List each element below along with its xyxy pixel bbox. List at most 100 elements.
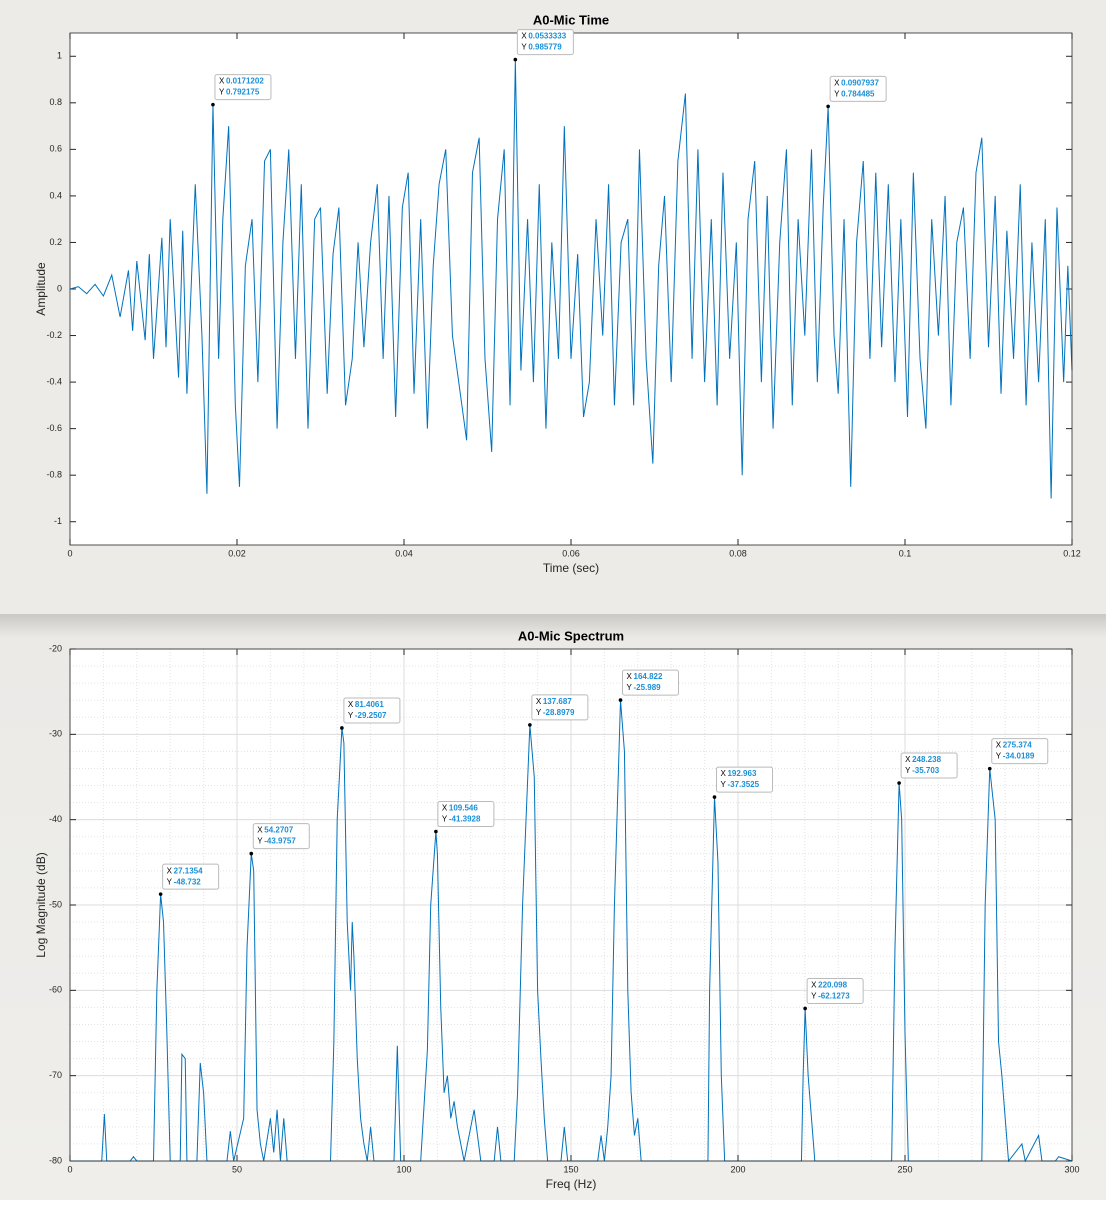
y-tick-label: 1 [57,51,62,61]
data-tip-value: -34.0189 [1003,752,1035,761]
data-tip-value: -25.989 [634,683,662,692]
data-tip-point [528,723,532,727]
y-tick-label: -0.2 [46,330,62,340]
data-tip-key: Y [720,780,726,789]
y-tick-label: -0.4 [46,376,62,386]
y-tick-label: -0.6 [46,423,62,433]
y-tick-label: 0.4 [49,190,62,200]
x-tick-label: 250 [897,1164,912,1174]
y-tick-label: -20 [49,643,62,653]
data-tip-box [531,694,589,721]
data-tip-value: 0.784485 [841,90,875,99]
y-tick-label: -30 [49,729,62,739]
data-tip-box [622,669,680,696]
data-tip-point [513,57,518,62]
data-tip-value: 248.238 [912,755,941,764]
data-tip-value: 275.374 [1003,741,1032,750]
data-tip-box [162,863,220,890]
data-tip-value: -43.9757 [264,837,296,846]
y-axis-label: Amplitude [34,262,48,316]
data-tip-key: X [905,755,911,764]
data-tip-value: 0.985779 [528,43,562,52]
x-tick-label: 200 [730,1164,745,1174]
data-tip-value: -29.2507 [355,711,387,720]
data-tip-box [516,29,574,56]
data-tip-value: 0.0907937 [841,79,879,88]
data-tip-point [158,892,163,896]
data-tip-value: 220.098 [818,981,847,990]
x-tick-label: 0 [67,548,72,558]
data-tip-point [340,726,344,730]
x-tick-label: 100 [396,1164,411,1174]
data-tip-value: -62.1273 [818,992,850,1001]
data-tip-value: 0.0533333 [528,32,566,41]
y-tick-label: 0.8 [49,97,62,107]
x-tick-label: 0.06 [562,548,580,558]
axes-box [69,648,1073,1162]
data-tip-key: X [536,697,542,706]
x-tick-label: 0.04 [395,548,413,558]
y-tick-label: -50 [49,899,62,909]
plot-area [70,33,1072,545]
y-tick-label: -40 [49,814,62,824]
data-tip-key: Y [905,766,911,775]
data-tip-key: Y [536,708,542,717]
data-tip-box [900,752,958,779]
data-tip-key: Y [521,43,527,52]
data-tip-key: Y [348,711,354,720]
data-tip-box [437,801,495,828]
data-tip-point [618,698,623,702]
y-tick-label: -60 [49,985,62,995]
data-tip-value: 192.963 [727,769,756,778]
data-tip-value: 27.1354 [174,866,203,875]
data-tip-key: X [167,866,173,875]
data-tip-key: X [996,741,1002,750]
x-tick-label: 0.12 [1063,548,1081,558]
data-tip-key: X [720,769,726,778]
x-axis-label: Time (sec) [543,561,599,575]
data-tip-box [991,738,1049,765]
data-tip-value: 81.4061 [355,700,384,709]
data-tip-key: X [348,700,354,709]
data-tip-value: -35.703 [912,766,940,775]
data-tip-key: Y [219,88,225,97]
x-tick-label: 0.08 [729,548,747,558]
x-axis-label: Freq (Hz) [546,1177,597,1191]
data-tip-point [897,781,901,785]
data-tip-key: X [811,981,817,990]
data-tip-box [343,697,401,724]
y-tick-label: -80 [49,1155,62,1165]
y-tick-label: -1 [54,516,62,526]
data-tip-key: X [442,804,448,813]
data-tip-box [252,823,310,850]
y-tick-label: -70 [49,1070,62,1080]
data-tip-point [987,766,992,771]
y-tick-label: 0.2 [49,237,62,247]
data-tip-value: -28.8979 [543,708,575,717]
x-tick-label: 0.02 [228,548,246,558]
data-tip-key: X [257,826,263,835]
data-tip-key: X [219,77,225,86]
data-tip-value: 137.687 [543,697,572,706]
data-tip-point [434,829,438,834]
data-tip-key: Y [811,992,817,1001]
y-axis-label: Log Magnitude (dB) [34,852,48,957]
data-tip-value: 0.792175 [226,88,260,97]
chart-title: A0-Mic Time [533,12,609,27]
data-tip-key: X [521,32,527,41]
y-tick-label: -0.8 [46,470,62,480]
data-tip-key: Y [996,752,1002,761]
data-tip-box [806,977,864,1004]
y-tick-label: 0 [57,283,62,293]
